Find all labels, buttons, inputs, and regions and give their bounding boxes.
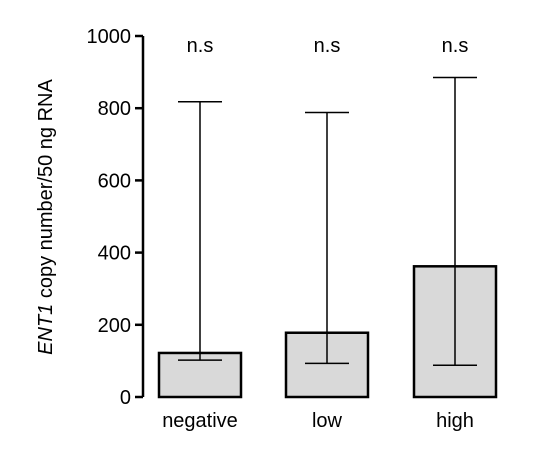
significance-labels: n.s n.s n.s	[187, 35, 469, 57]
y-tick-label: 0	[120, 387, 131, 409]
y-tick-label: 600	[98, 170, 131, 192]
y-tick-label: 800	[98, 98, 131, 120]
category-label-high: high	[436, 410, 474, 432]
significance-label-negative: n.s	[187, 35, 214, 57]
y-axis-label: ENT1 copy number/50 ng RNA	[35, 78, 57, 354]
significance-label-low: n.s	[314, 35, 341, 57]
category-label-low: low	[312, 410, 343, 432]
y-tick-label: 200	[98, 315, 131, 337]
significance-label-high: n.s	[442, 35, 469, 57]
category-label-negative: negative	[162, 410, 238, 432]
y-axis-label-unit: copy number/50 ng RNA	[35, 78, 57, 303]
category-labels: negative low high	[162, 410, 474, 432]
y-axis: 0 200 400 600 800 1000	[87, 26, 145, 409]
error-bars	[178, 76, 477, 366]
y-tick-label: 400	[98, 243, 131, 265]
y-axis-label-gene: ENT1	[35, 304, 57, 355]
y-tick-label: 1000	[87, 26, 132, 48]
